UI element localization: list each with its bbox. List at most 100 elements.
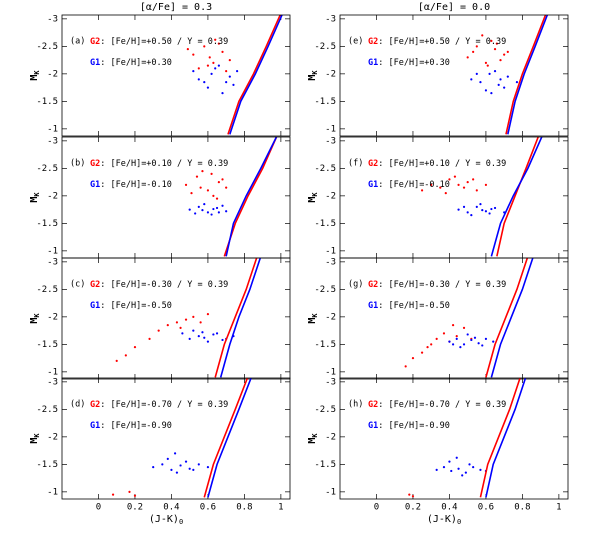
point [490, 92, 493, 95]
point [455, 337, 458, 340]
point [472, 466, 475, 469]
point [199, 321, 202, 324]
point [477, 342, 480, 345]
point [448, 460, 451, 463]
isochrone [490, 137, 543, 257]
y-label-sub: K [311, 192, 319, 197]
y-label-sub: K [33, 313, 41, 318]
series-annotation: G2: [Fe/H]=+0.10 / Y = 0.39 [90, 159, 228, 169]
point [420, 189, 424, 192]
y-label-sub: K [33, 433, 41, 438]
point [201, 170, 204, 173]
isochrone [223, 137, 278, 257]
y-tick-label: -3 [47, 257, 58, 267]
y-label-sub: K [33, 192, 41, 197]
y-label: MK [29, 313, 41, 324]
y-label-main: M [307, 75, 318, 81]
x-tick-label: 0.2 [405, 503, 421, 513]
point [451, 324, 455, 327]
point [217, 211, 220, 214]
point [214, 38, 217, 41]
point [184, 318, 188, 321]
y-label-main: M [29, 438, 40, 444]
series-label: : [Fe/H]=+0.10 / Y = 0.39 [378, 159, 506, 169]
y-label-main: M [29, 197, 40, 203]
point [221, 92, 224, 95]
point [212, 207, 215, 211]
y-tick-label: -2 [47, 312, 58, 322]
point [192, 70, 195, 73]
series-annotation: G1: [Fe/H]=-0.10 [90, 180, 172, 190]
y-tick-label: -2 [47, 432, 58, 442]
series-name: G2 [368, 280, 378, 290]
point [493, 70, 497, 73]
point [475, 72, 478, 75]
x-label-sub: 0 [457, 518, 461, 526]
point [462, 186, 466, 189]
point [470, 214, 473, 217]
point [203, 81, 206, 84]
point [181, 332, 184, 335]
x-label: (J-K)0 [149, 514, 183, 526]
series-name: G2 [368, 159, 378, 169]
plot-area [408, 378, 527, 498]
point [215, 197, 219, 200]
point [442, 332, 446, 335]
series-annotation: G2: [Fe/H]=-0.30 / Y = 0.39 [368, 280, 506, 290]
column-title: [α/Fe] = 0.0 [418, 2, 490, 13]
point [210, 213, 213, 216]
series-label: : [Fe/H]=-0.30 / Y = 0.39 [100, 280, 228, 290]
y-tick-label: -1 [325, 246, 336, 256]
point [453, 175, 457, 178]
series-annotation: G2: [Fe/H]=+0.10 / Y = 0.39 [368, 159, 506, 169]
point [217, 181, 220, 184]
point [179, 464, 182, 467]
point [199, 186, 202, 189]
point [170, 468, 173, 471]
point [466, 181, 469, 184]
y-tick-label: -2.5 [36, 405, 58, 415]
isochrone [496, 137, 540, 257]
series-name: G2 [368, 37, 378, 47]
x-label-main: (J-K) [149, 514, 179, 525]
point [212, 194, 215, 197]
point [475, 45, 478, 48]
isochrone [207, 378, 252, 498]
point [472, 50, 475, 53]
y-tick-label: -3 [325, 136, 336, 146]
x-tick-label: 1 [278, 503, 283, 513]
y-tick-label: -1 [47, 246, 58, 256]
point [166, 457, 169, 460]
series-annotation: G1: [Fe/H]=+0.30 [368, 58, 450, 68]
panel: -3 -2.5 -2 -1.5 -1 MK (b) G2: [Fe/H]=+0.10 / Y … [29, 136, 291, 259]
point [503, 86, 506, 89]
point [492, 340, 495, 343]
point [457, 208, 460, 211]
point [225, 210, 228, 213]
point [442, 466, 446, 469]
point [206, 313, 210, 316]
series-annotation: G1: [Fe/H]=-0.50 [90, 301, 172, 311]
y-label: MK [307, 433, 319, 444]
x-label-main: (J-K) [427, 514, 457, 525]
series-label: : [Fe/H]=-0.90 [378, 421, 450, 431]
point [192, 468, 195, 471]
point [464, 471, 467, 474]
panel-label: (f) [348, 159, 363, 169]
point [475, 189, 478, 192]
point [157, 329, 160, 332]
point [493, 206, 497, 210]
point [490, 39, 493, 42]
y-label: MK [307, 192, 319, 203]
y-tick-label: -1 [325, 367, 336, 377]
plot-area [115, 258, 262, 378]
point [486, 64, 489, 67]
point [217, 64, 220, 67]
panel-frame [339, 257, 569, 380]
series-label: : [Fe/H]=+0.30 [100, 58, 172, 68]
point [488, 72, 491, 75]
panel-label: (d) [70, 400, 85, 410]
point [420, 351, 424, 354]
point [426, 346, 429, 349]
